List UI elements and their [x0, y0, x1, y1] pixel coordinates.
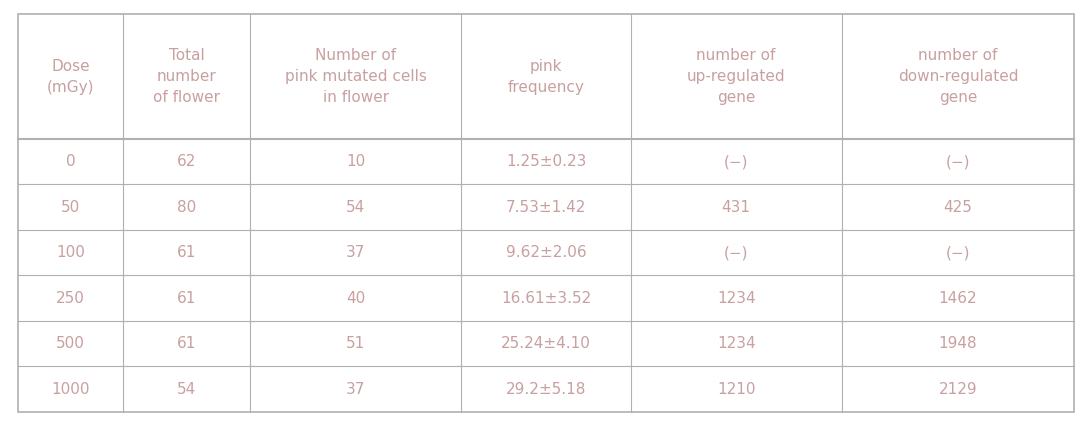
Text: 0: 0 [66, 154, 75, 169]
Text: number of
up-regulated
gene: number of up-regulated gene [687, 48, 785, 105]
Text: 50: 50 [61, 200, 80, 215]
Text: 2129: 2129 [939, 382, 977, 397]
Text: 425: 425 [943, 200, 973, 215]
Text: (−): (−) [724, 154, 748, 169]
Text: 29.2±5.18: 29.2±5.18 [506, 382, 586, 397]
Text: 100: 100 [56, 245, 85, 260]
Text: 61: 61 [177, 336, 197, 351]
Text: 61: 61 [177, 291, 197, 306]
Text: Dose
(mGy): Dose (mGy) [47, 58, 94, 95]
Text: Number of
pink mutated cells
in flower: Number of pink mutated cells in flower [285, 48, 427, 105]
Text: 37: 37 [346, 382, 366, 397]
Text: 61: 61 [177, 245, 197, 260]
Text: 54: 54 [177, 382, 197, 397]
Text: number of
down-regulated
gene: number of down-regulated gene [898, 48, 1019, 105]
Text: 250: 250 [56, 291, 85, 306]
Text: 431: 431 [722, 200, 750, 215]
Text: 37: 37 [346, 245, 366, 260]
Text: 9.62±2.06: 9.62±2.06 [506, 245, 586, 260]
Text: 10: 10 [346, 154, 366, 169]
Text: 1210: 1210 [717, 382, 756, 397]
Text: 500: 500 [56, 336, 85, 351]
Text: 1000: 1000 [51, 382, 90, 397]
Text: 25.24±4.10: 25.24±4.10 [501, 336, 591, 351]
Text: 1462: 1462 [939, 291, 977, 306]
Text: 7.53±1.42: 7.53±1.42 [506, 200, 586, 215]
Text: 54: 54 [346, 200, 366, 215]
Text: (−): (−) [946, 154, 971, 169]
Text: (−): (−) [724, 245, 748, 260]
Text: 1234: 1234 [716, 291, 756, 306]
Text: 1948: 1948 [939, 336, 977, 351]
Text: 1.25±0.23: 1.25±0.23 [506, 154, 586, 169]
Text: Total
number
of flower: Total number of flower [153, 48, 221, 105]
Text: 40: 40 [346, 291, 366, 306]
Text: 16.61±3.52: 16.61±3.52 [501, 291, 591, 306]
Text: 62: 62 [177, 154, 197, 169]
Text: 80: 80 [177, 200, 197, 215]
Text: 1234: 1234 [716, 336, 756, 351]
Text: 51: 51 [346, 336, 366, 351]
Text: (−): (−) [946, 245, 971, 260]
Text: pink
frequency: pink frequency [508, 58, 584, 95]
